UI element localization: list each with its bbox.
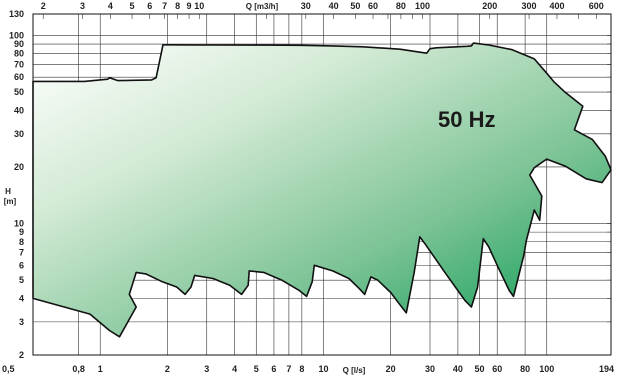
x-tick-label-bottom: 10 [318,364,328,374]
x-tick-label-top: 10 [194,1,204,11]
x-tick-label-bottom: 80 [520,364,530,374]
plot-frame [32,13,612,356]
y-tick-label: 8 [19,237,24,247]
x-axis-title-bottom: Q [l/s] [343,366,366,375]
x-tick-label-bottom: 50 [475,364,485,374]
y-tick-label: 60 [14,72,24,82]
x-tick-label-bottom: 0,5 [2,364,15,374]
y-tick-label: 40 [14,105,24,115]
y-axis-title: H [m] [4,187,17,206]
x-tick-label-bottom: 7 [286,364,291,374]
x-tick-label-bottom: 2 [165,364,170,374]
y-tick-label: 9 [19,227,24,237]
x-tick-label-top: 3 [80,1,85,11]
y-tick-label: 90 [14,39,24,49]
y-tick-label: 130 [9,9,24,19]
x-tick-label-top: 9 [187,1,192,11]
x-tick-label-top: 80 [396,1,406,11]
x-tick-label-bottom: 8 [299,364,304,374]
y-tick-label: 100 [9,30,24,40]
y-tick-label: 30 [14,129,24,139]
y-tick-label: 10 [14,219,24,229]
x-axis-title-top: Q [m3/h] [246,2,279,11]
x-tick-label-top: 2 [41,1,46,11]
x-tick-label-bottom: 3 [204,364,209,374]
x-tick-label-bottom: 0,8 [72,364,85,374]
y-tick-label: 3 [19,317,24,327]
x-tick-label-bottom: 40 [453,364,463,374]
pump-performance-envelope [32,42,612,338]
y-tick-label: 70 [14,60,24,70]
y-tick-label: 5 [19,275,24,285]
x-tick-label-top: 30 [301,1,311,11]
x-tick-label-top: 8 [175,1,180,11]
y-tick-label: 7 [19,248,24,258]
x-tick-label-top: 7 [162,1,167,11]
frequency-annotation: 50 Hz [438,107,495,132]
x-tick-label-bottom: 5 [254,364,259,374]
x-tick-label-top: 200 [482,1,497,11]
x-tick-label-bottom: 6 [271,364,276,374]
x-tick-label-top: 6 [147,1,152,11]
x-tick-label-bottom: 60 [492,364,502,374]
x-tick-label-top: 400 [549,1,564,11]
x-tick-label-bottom: 194 [599,364,614,374]
x-tick-label-top: 300 [522,1,537,11]
x-tick-label-bottom: 20 [386,364,396,374]
y-tick-label: 50 [14,87,24,97]
y-tick-label: 80 [14,49,24,59]
x-tick-label-top: 100 [415,1,430,11]
y-tick-label: 2 [19,350,24,360]
y-tick-label: 4 [19,293,24,303]
x-tick-label-top: 5 [130,1,135,11]
x-tick-label-top: 600 [589,1,604,11]
x-tick-label-bottom: 1 [98,364,103,374]
x-tick-label-bottom: 4 [232,364,237,374]
x-tick-label-bottom: 30 [425,364,435,374]
x-tick-label-top: 4 [108,1,113,11]
y-tick-label: 20 [14,162,24,172]
x-tick-label-top: 50 [350,1,360,11]
x-tick-label-bottom: 100 [539,364,554,374]
x-tick-label-top: 60 [368,1,378,11]
y-tick-label: 6 [19,260,24,270]
x-tick-label-top: 40 [329,1,339,11]
